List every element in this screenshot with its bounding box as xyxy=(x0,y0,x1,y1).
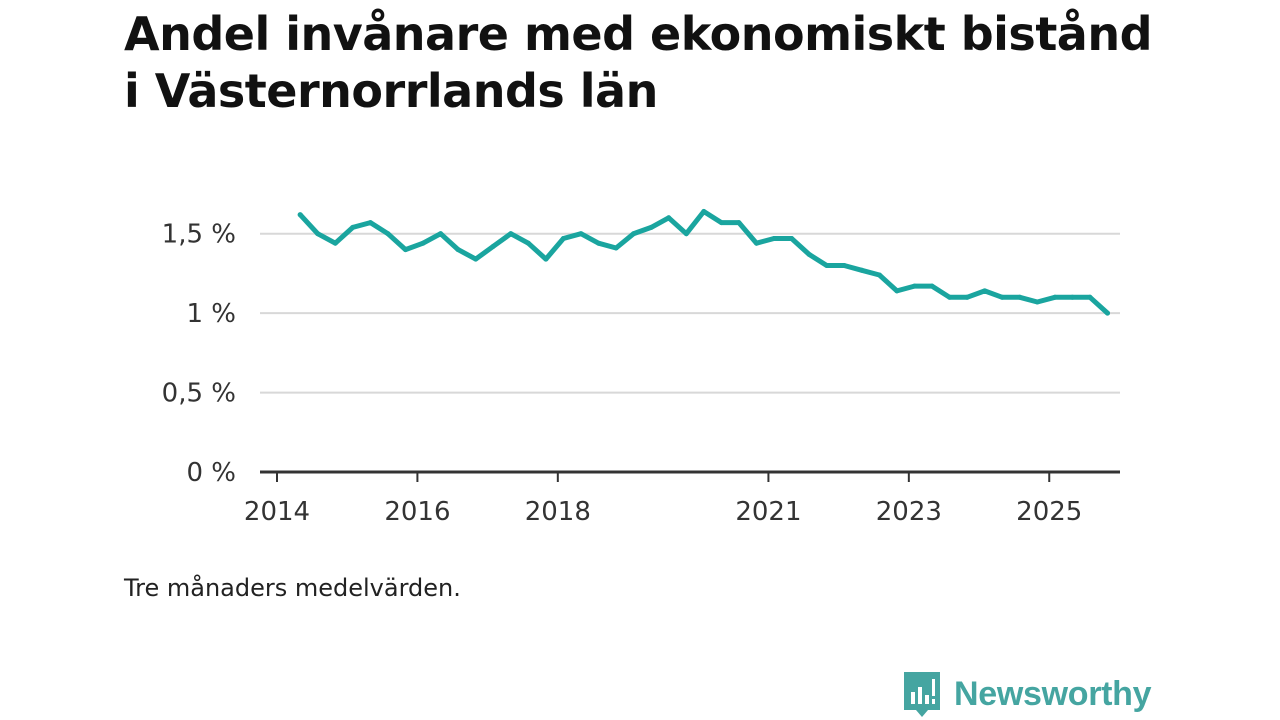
data-point xyxy=(455,247,461,253)
data-point xyxy=(947,294,953,300)
y-tick-label: 0,5 % xyxy=(162,379,236,409)
data-point xyxy=(420,240,426,246)
data-point xyxy=(929,283,935,289)
y-tick-label: 1 % xyxy=(186,299,236,329)
y-axis-labels: 0 % 0,5 % 1 % 1,5 % xyxy=(162,220,236,488)
x-tick-label: 2018 xyxy=(525,497,591,527)
bar-chart-speech-bubble-icon xyxy=(904,672,940,717)
y-tick-label: 0 % xyxy=(186,458,236,488)
data-point xyxy=(999,294,1005,300)
data-point xyxy=(315,231,321,237)
data-point xyxy=(789,236,795,241)
data-point xyxy=(1069,294,1075,300)
data-point xyxy=(473,256,479,262)
data-point xyxy=(403,247,408,253)
data-point xyxy=(631,231,637,237)
data-point xyxy=(438,231,444,237)
data-point xyxy=(385,231,391,237)
data-point xyxy=(1105,310,1110,316)
data-point xyxy=(297,212,303,218)
x-tick-label: 2016 xyxy=(384,497,450,527)
data-point xyxy=(841,263,847,268)
data-point xyxy=(806,251,812,257)
brand-name: Newsworthy xyxy=(954,674,1152,713)
data-point xyxy=(894,288,900,294)
data-point xyxy=(824,263,830,268)
data-point xyxy=(490,243,496,249)
series-line xyxy=(297,209,1110,316)
data-point xyxy=(964,294,970,300)
newsworthy-logo[interactable]: Newsworthy xyxy=(902,670,1152,718)
data-point xyxy=(982,288,988,294)
data-point xyxy=(1087,294,1093,300)
x-tick-label: 2023 xyxy=(876,497,942,527)
data-point xyxy=(1052,294,1058,300)
data-point xyxy=(754,240,759,246)
data-point xyxy=(543,256,549,262)
series-layer xyxy=(297,209,1110,316)
x-axis-ticks: 2014 2016 2018 2021 2023 2025 xyxy=(244,472,1082,527)
chart-title: Andel invånare med ekonomiskt bistånd i … xyxy=(124,7,1153,118)
data-point xyxy=(648,224,654,230)
data-point xyxy=(1034,299,1040,305)
y-tick-label: 1,5 % xyxy=(162,220,236,250)
data-point xyxy=(876,272,882,278)
data-point xyxy=(859,267,865,273)
data-point xyxy=(560,236,566,241)
data-point xyxy=(525,240,531,246)
data-point xyxy=(613,245,619,251)
data-point xyxy=(1017,294,1023,300)
data-point xyxy=(508,231,514,237)
x-tick-label: 2021 xyxy=(735,497,801,527)
grid-lines xyxy=(260,232,1120,394)
x-tick-label: 2014 xyxy=(244,497,310,527)
data-point xyxy=(718,220,724,226)
data-point xyxy=(701,209,707,214)
data-point xyxy=(912,283,917,289)
data-point xyxy=(771,236,777,241)
data-point xyxy=(332,240,338,246)
data-point xyxy=(683,231,689,237)
data-point xyxy=(596,240,601,246)
x-tick-label: 2025 xyxy=(1016,497,1082,527)
data-point xyxy=(350,224,356,230)
chart-note: Tre månaders medelvärden. xyxy=(124,574,461,602)
data-point xyxy=(367,220,373,226)
data-point xyxy=(736,220,742,226)
data-point xyxy=(666,215,672,221)
data-point xyxy=(578,231,584,237)
